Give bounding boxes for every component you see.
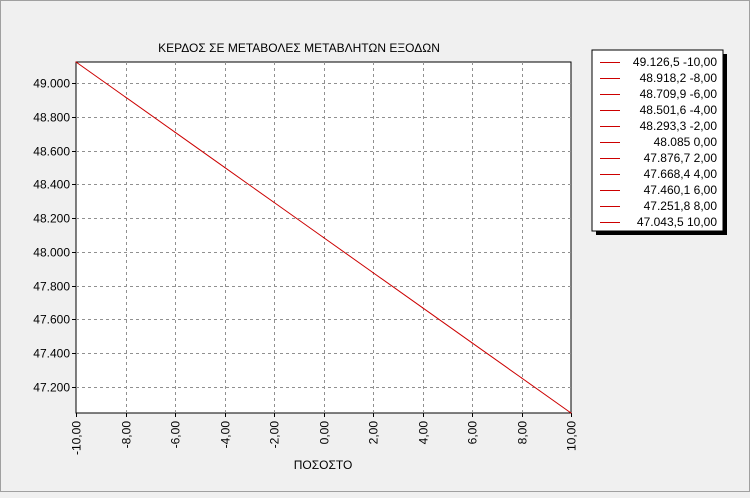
y-tick-label: 47.600 (33, 313, 70, 327)
legend-entry-label: 47.460,1 6,00 (644, 183, 718, 197)
y-tick-label: 47.800 (33, 280, 70, 294)
data-point (471, 342, 473, 344)
legend-entry-label: 48.501,6 -4,00 (640, 103, 718, 117)
legend-entry-label: 48.709,9 -6,00 (640, 87, 718, 101)
y-tick-label: 48.600 (33, 145, 70, 159)
data-point (322, 236, 325, 239)
legend-entry-label: 47.251,8 8,00 (644, 199, 718, 213)
legend-box (591, 49, 724, 232)
x-tick-label: -8,00 (120, 421, 134, 449)
legend-entry-label: 47.043,5 10,00 (637, 215, 717, 229)
data-point (75, 61, 77, 63)
y-tick-label: 49.000 (33, 77, 70, 91)
data-point (520, 377, 523, 379)
series-group (75, 61, 572, 414)
y-tick-label: 48.200 (33, 212, 70, 226)
x-axis-label: ΠΟΣΟΣΤΟ (294, 458, 353, 472)
y-tick-label: 47.400 (33, 347, 70, 361)
data-point (570, 412, 572, 414)
data-point (273, 201, 275, 203)
legend-entry-label: 47.876,7 2,00 (644, 151, 718, 165)
data-point (174, 131, 176, 133)
data-point (223, 166, 226, 168)
x-axis: -10,00 -8,00 -6,00 -4,00 -2,00 0,00 2,00 4,00 6,… (70, 413, 579, 455)
x-tick-label: 2,00 (367, 421, 381, 445)
y-tick-label: 48.400 (33, 178, 70, 192)
data-point (372, 272, 374, 274)
x-tick-label: -4,00 (219, 421, 233, 449)
legend-entry-label: 48.918,2 -8,00 (640, 71, 718, 85)
y-tick-label: 47.200 (33, 381, 70, 395)
grid-lines (76, 62, 571, 413)
x-tick-label: -10,00 (70, 421, 84, 455)
legend-entry-label: 49.126,5 -10,00 (633, 55, 717, 69)
x-tick-label: 8,00 (516, 421, 530, 445)
data-point (421, 307, 424, 309)
x-tick-label: 4,00 (417, 421, 431, 445)
x-tick-label: 0,00 (318, 421, 332, 445)
x-tick-label: 6,00 (466, 421, 480, 445)
legend-entry-label: 48.085 0,00 (654, 135, 718, 149)
legend-entry-label: 47.668,4 4,00 (644, 167, 718, 181)
x-tick-label: -6,00 (169, 421, 183, 449)
y-axis: 47.200 47.400 47.600 47.800 48.000 48.200 48.4… (33, 77, 76, 395)
y-tick-label: 48.000 (33, 246, 70, 260)
x-tick-label: 10,00 (565, 421, 579, 451)
y-tick-label: 48.800 (33, 111, 70, 125)
chart-title: ΚΕΡΔΟΣ ΣΕ ΜΕΤΑΒΟΛΕΣ ΜΕΤΑΒΛΗΤΩΝ ΕΞΟΔΩΝ (158, 41, 440, 55)
x-tick-label: -2,00 (268, 421, 282, 449)
legend-entry-label: 48.293,3 -2,00 (640, 119, 718, 133)
legend: 49.126,5 -10,00 48.918,2 -8,00 48.709,9 -6… (591, 49, 727, 235)
data-point (124, 96, 127, 98)
